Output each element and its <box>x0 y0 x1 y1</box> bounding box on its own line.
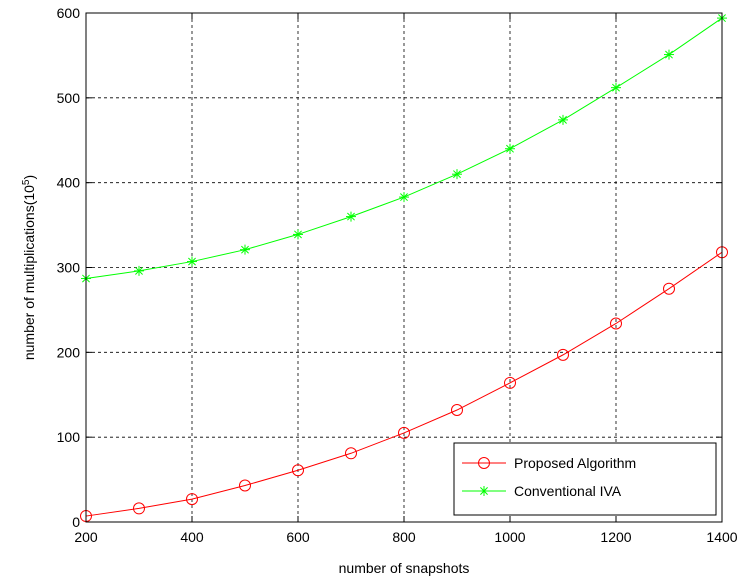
data-point <box>134 265 144 276</box>
data-point <box>451 404 463 417</box>
ticks <box>85 12 723 523</box>
legend-swatch-marker <box>479 486 489 496</box>
data-point <box>133 502 145 515</box>
data-point <box>399 192 409 203</box>
data-point <box>663 282 675 295</box>
x-tick-label: 600 <box>286 529 310 545</box>
y-tick-label: 400 <box>57 175 81 191</box>
data-point <box>186 493 198 506</box>
data-point <box>558 114 568 125</box>
y-tick-label: 0 <box>72 514 80 530</box>
x-axis-title: number of snapshots <box>339 560 470 576</box>
x-tick-label: 1400 <box>706 529 737 545</box>
data-point <box>557 348 569 361</box>
tick-labels: 200 400 600 800 1000 1200 1400 0 100 200 300 400 500… <box>57 5 738 545</box>
grid <box>86 13 722 522</box>
data-point <box>240 244 250 255</box>
x-tick-label: 800 <box>392 529 416 545</box>
y-axis-title-main: number of multiplications(10 <box>21 185 37 360</box>
y-tick-label: 500 <box>57 90 81 106</box>
data-point <box>239 479 251 492</box>
data-point <box>452 169 462 180</box>
data-point <box>664 49 674 60</box>
data-point <box>345 447 357 460</box>
data-point <box>398 426 410 439</box>
legend-swatch-marker <box>478 457 490 469</box>
data-point <box>346 211 356 222</box>
y-tick-label: 200 <box>57 344 81 360</box>
x-tick-label: 1000 <box>494 529 525 545</box>
data-point <box>187 256 197 267</box>
data-point <box>505 143 515 154</box>
y-tick-label: 100 <box>57 429 81 445</box>
y-tick-label: 300 <box>57 260 81 276</box>
series-line <box>85 251 723 517</box>
y-axis-title-suffix: ) <box>21 175 37 180</box>
legend-box <box>453 442 717 516</box>
data-point <box>504 376 516 389</box>
data-point <box>293 229 303 240</box>
legend-label: Proposed Algorithm <box>514 455 636 471</box>
y-axis-title: number of multiplications(105) <box>21 175 38 360</box>
y-tick-label: 600 <box>57 5 81 21</box>
data-point <box>292 464 304 477</box>
data-point <box>610 317 622 330</box>
legend-item: Conventional IVA <box>462 483 622 499</box>
legend-item: Proposed Algorithm <box>462 455 636 471</box>
x-tick-label: 200 <box>74 529 98 545</box>
x-tick-label: 400 <box>180 529 204 545</box>
legend-label: Conventional IVA <box>514 483 622 499</box>
y-axis-title-exponent: 5 <box>21 179 32 185</box>
data-point <box>611 82 621 93</box>
legend: Proposed Algorithm Conventional IVA <box>453 442 717 516</box>
x-tick-label: 1200 <box>600 529 631 545</box>
